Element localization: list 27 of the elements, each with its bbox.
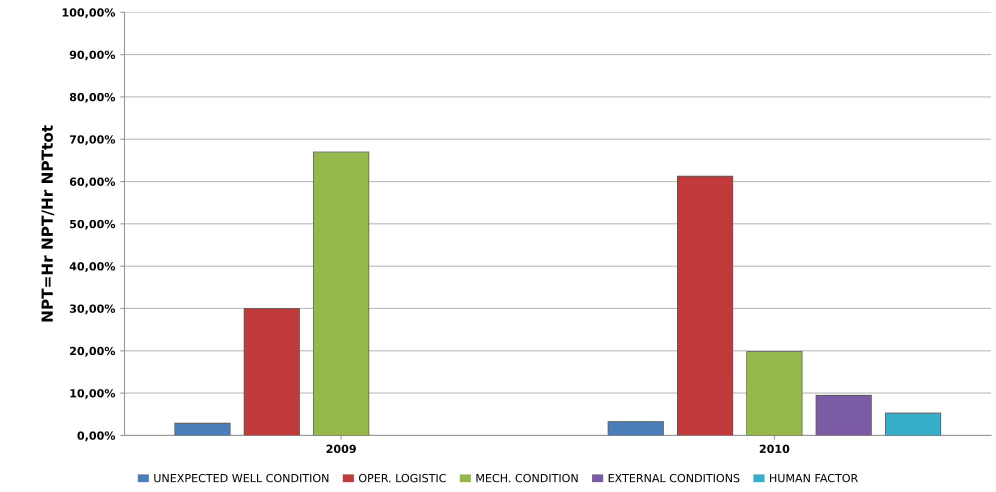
y-tick-label: 40,00% xyxy=(70,262,116,272)
legend-label: MECH. CONDITION xyxy=(476,474,578,482)
bar xyxy=(816,394,872,436)
y-tick-label: 70,00% xyxy=(70,135,116,146)
y-tick-label: 60,00% xyxy=(70,178,116,188)
y-tick-label: 10,00% xyxy=(70,389,116,399)
y-tick-label: 30,00% xyxy=(70,304,116,314)
legend-label: OPER. LOGISTIC xyxy=(358,474,446,482)
y-tick-label: 0,00% xyxy=(77,431,116,442)
legend-label: UNEXPECTED WELL CONDITION xyxy=(154,474,328,482)
bar xyxy=(884,412,942,436)
bar xyxy=(174,422,231,436)
x-tick-label: 2009 xyxy=(326,444,356,454)
bar xyxy=(244,308,300,436)
y-axis-title: NPT=Hr NPT/Hr NPTtot xyxy=(42,125,54,322)
bar xyxy=(746,351,802,436)
y-tick-label: 90,00% xyxy=(70,50,116,60)
legend-label: HUMAN FACTOR xyxy=(770,474,858,482)
x-tick-label: 2010 xyxy=(760,444,790,454)
y-tick-label: 80,00% xyxy=(70,92,116,103)
bar xyxy=(676,176,734,436)
bar xyxy=(608,421,664,436)
y-tick-label: 100,00% xyxy=(62,8,116,18)
y-tick-label: 20,00% xyxy=(70,346,116,357)
bar xyxy=(313,152,370,436)
y-tick-label: 50,00% xyxy=(70,220,116,230)
legend-label: EXTERNAL CONDITIONS xyxy=(608,474,740,482)
